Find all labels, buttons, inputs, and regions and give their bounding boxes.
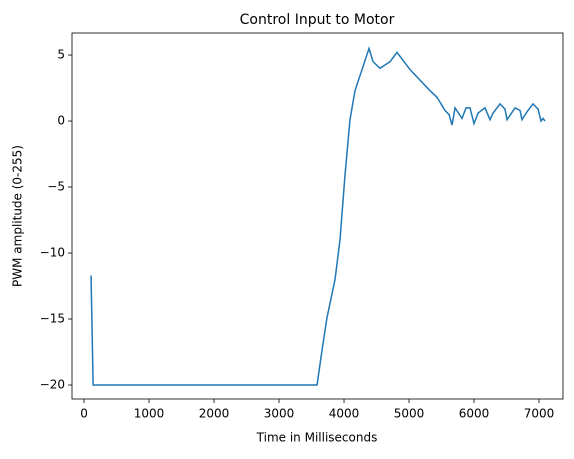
x-tick-label: 1000 bbox=[134, 407, 165, 421]
y-tick-label: −5 bbox=[47, 180, 65, 194]
x-tick-label: 2000 bbox=[199, 407, 230, 421]
data-line bbox=[90, 45, 546, 386]
y-tick-label: −10 bbox=[40, 246, 65, 260]
x-tick-label: 3000 bbox=[264, 407, 295, 421]
x-tick-label: 5000 bbox=[394, 407, 425, 421]
x-tick-label: 4000 bbox=[329, 407, 360, 421]
x-tick-label: 7000 bbox=[524, 407, 555, 421]
x-axis-label: Time in Milliseconds bbox=[256, 431, 378, 445]
y-tick-label: 5 bbox=[57, 48, 65, 62]
y-axis-label: PWM amplitude (0-255) bbox=[11, 145, 25, 287]
y-tick-label: −20 bbox=[40, 378, 65, 392]
x-tick-label: 0 bbox=[80, 407, 88, 421]
y-tick-label: 0 bbox=[57, 114, 65, 128]
x-tick-label: 6000 bbox=[459, 407, 490, 421]
y-tick-label: −15 bbox=[40, 312, 65, 326]
chart-title: Control Input to Motor bbox=[240, 12, 395, 28]
axes-frame bbox=[71, 32, 564, 400]
